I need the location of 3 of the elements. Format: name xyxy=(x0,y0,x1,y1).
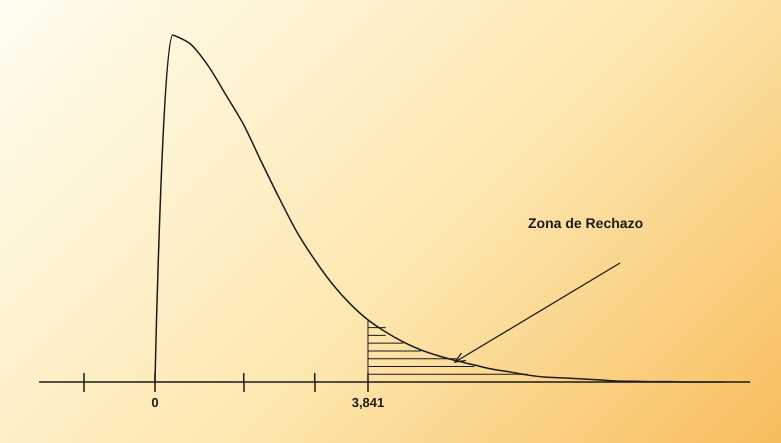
annotation: Zona de Rechazo xyxy=(528,215,644,231)
x-tick-label: 3,841 xyxy=(352,395,384,410)
x-tick-label: 0 xyxy=(151,395,159,410)
